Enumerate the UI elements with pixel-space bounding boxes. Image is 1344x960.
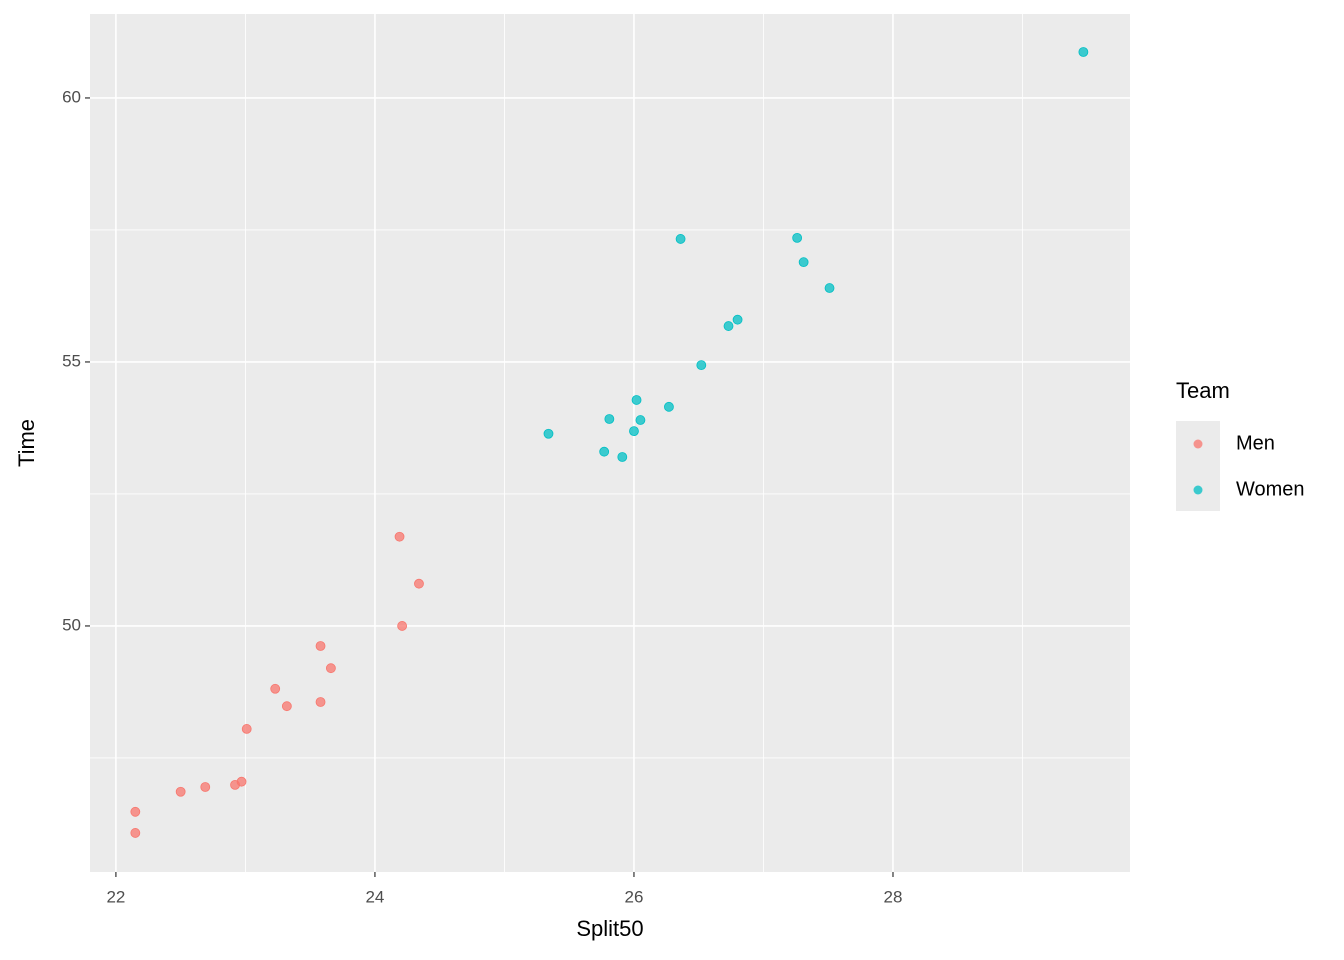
point bbox=[325, 663, 336, 674]
point bbox=[1078, 47, 1089, 57]
point bbox=[617, 452, 628, 462]
point bbox=[281, 701, 292, 712]
x-tick-label: 24 bbox=[365, 887, 384, 906]
point bbox=[270, 683, 281, 694]
y-tick-label: 55 bbox=[62, 351, 81, 370]
point bbox=[543, 428, 554, 439]
point bbox=[792, 232, 803, 243]
point bbox=[130, 806, 141, 817]
point bbox=[723, 321, 734, 331]
point bbox=[798, 257, 809, 268]
legend-label: Men bbox=[1236, 432, 1275, 454]
y-tick-label: 60 bbox=[62, 87, 81, 106]
point bbox=[599, 446, 610, 457]
legend-title: Team bbox=[1176, 378, 1230, 403]
point bbox=[629, 426, 639, 437]
legend-key bbox=[1193, 485, 1203, 495]
point bbox=[200, 782, 211, 792]
point bbox=[631, 395, 642, 405]
point bbox=[696, 360, 707, 371]
point bbox=[315, 641, 326, 651]
x-axis-title: Split50 bbox=[576, 916, 643, 941]
panel bbox=[90, 14, 1130, 872]
point bbox=[732, 314, 743, 325]
point bbox=[675, 234, 686, 244]
x-tick-label: 22 bbox=[106, 887, 125, 906]
point bbox=[130, 828, 141, 838]
point bbox=[397, 621, 408, 631]
point bbox=[664, 401, 674, 412]
legend-key-bg bbox=[1176, 421, 1220, 511]
x-tick-label: 26 bbox=[624, 887, 643, 906]
point bbox=[414, 578, 424, 589]
x-tick-label: 28 bbox=[884, 887, 903, 906]
point bbox=[604, 414, 615, 424]
point bbox=[241, 724, 252, 734]
legend-key bbox=[1193, 439, 1203, 449]
point bbox=[824, 283, 835, 293]
point bbox=[635, 415, 646, 425]
legend-label: Women bbox=[1236, 478, 1305, 500]
point bbox=[175, 786, 186, 797]
point bbox=[236, 776, 247, 787]
point bbox=[394, 531, 405, 542]
y-axis-title: Time bbox=[14, 419, 39, 467]
y-tick-label: 50 bbox=[62, 615, 81, 634]
point bbox=[315, 697, 326, 707]
